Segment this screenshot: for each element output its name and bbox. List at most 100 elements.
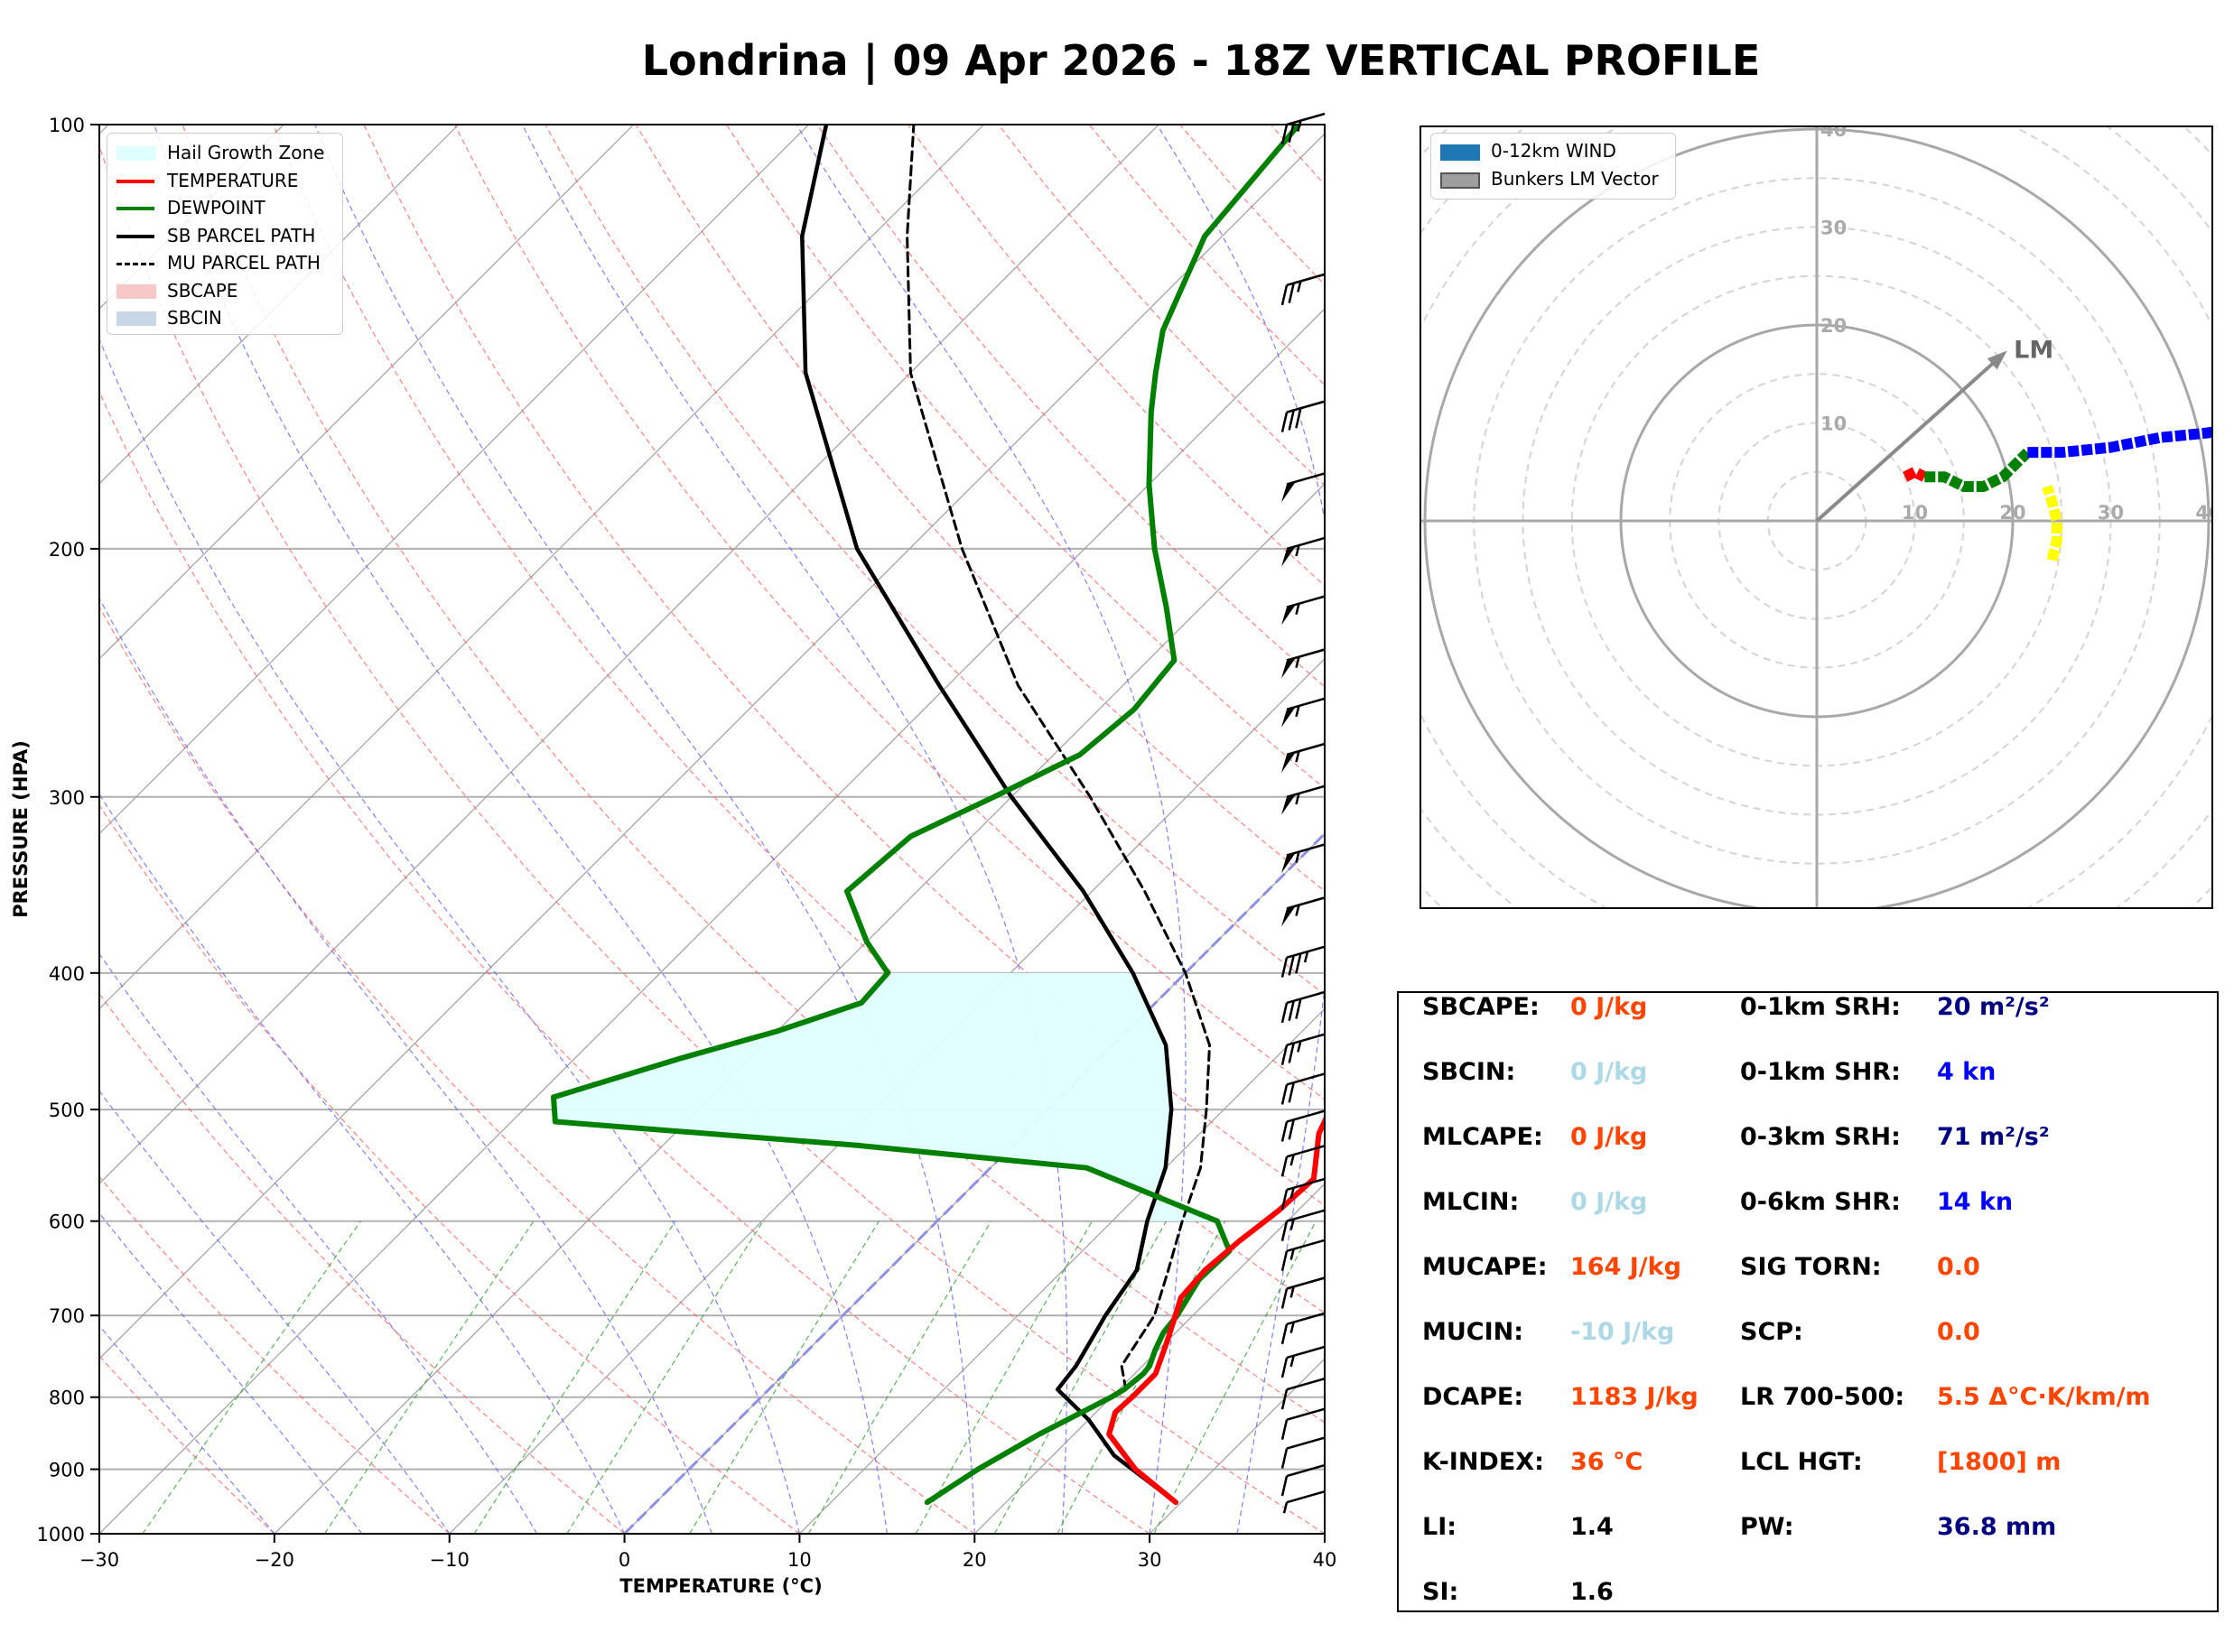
mu-parcel-path-line (906, 125, 1211, 1391)
y-tick-label: 700 (49, 1305, 85, 1327)
x-tick-label: 0 (619, 1549, 630, 1571)
moist-adiabat (99, 597, 713, 1534)
param-value: 1183 J/kg (1570, 1383, 1699, 1411)
legend-label: DEWPOINT (167, 197, 265, 218)
isotherm-line (99, 133, 1325, 1360)
legend-entry: SBCAPE (107, 277, 342, 304)
mixing-ratio-line (566, 1220, 764, 1534)
param-label: 0-1km SHR: (1740, 1058, 1901, 1086)
x-tick-label: −20 (255, 1549, 294, 1571)
legend-swatch (116, 234, 154, 238)
wind-barb (1280, 400, 1326, 432)
param-label: 0-6km SHR: (1740, 1188, 1901, 1216)
y-tick-label: 400 (49, 963, 85, 985)
dry-adiabat (99, 606, 975, 1534)
param-label: 0-1km SRH: (1740, 993, 1901, 1021)
x-tick-label: −30 (79, 1549, 119, 1571)
ring-label-y: 50 (1820, 22, 1847, 43)
legend-entry: TEMPERATURE (107, 167, 342, 194)
moist-adiabat (99, 952, 538, 1534)
legend-swatch (116, 179, 154, 183)
parameters-panel: SBCAPE: 0 J/kg SBCIN: 0 J/kg MLCAPE: 0 J/kg ML… (1397, 991, 2219, 1612)
param-label: 0-3km SRH: (1740, 1123, 1901, 1151)
wind-barb (1281, 784, 1326, 815)
wind-barb (1281, 896, 1326, 927)
param-value: 71 m²/s² (1937, 1123, 2050, 1151)
legend-entry: DEWPOINT (107, 194, 342, 221)
skewt-plot-area (99, 125, 1325, 1534)
param-value: 1.4 (1570, 1513, 1614, 1541)
lm-vector (1815, 353, 2005, 523)
ring-label-x: 20 (1999, 502, 2025, 524)
ring-label-y: 30 (1820, 218, 1847, 239)
param-label: LI: (1422, 1513, 1457, 1541)
moist-adiabat (521, 125, 1068, 1534)
hodograph-segment (2042, 485, 2062, 561)
y-axis-label: PRESSURE (HPA) (10, 740, 32, 918)
ring-label-x: 10 (1902, 502, 1928, 524)
wind-barb (1281, 843, 1326, 874)
legend-swatch (1440, 144, 1480, 161)
param-label: LCL HGT: (1740, 1448, 1863, 1476)
param-label: SBCIN: (1422, 1058, 1516, 1086)
dry-adiabat (99, 144, 1325, 1534)
wind-barb (1280, 990, 1326, 1024)
hodograph-frame (1420, 125, 2213, 909)
wind-barb (1280, 1033, 1326, 1065)
isotherm-line (274, 483, 1325, 1534)
mixing-ratio-line (915, 1220, 1093, 1534)
wind-barb (1280, 273, 1326, 306)
x-tick-label: 20 (963, 1549, 987, 1571)
wind-barb (1281, 595, 1326, 626)
param-value: 0 J/kg (1570, 1123, 1648, 1151)
isotherm-line (799, 1007, 1325, 1534)
wind-barb (1280, 1345, 1326, 1378)
isotherm-line (449, 657, 1325, 1534)
isotherm-line (99, 308, 1325, 1534)
moist-adiabat (154, 125, 888, 1534)
mixing-ratio-line (323, 1220, 535, 1534)
y-tick-label: 900 (49, 1460, 85, 1481)
y-tick-label: 600 (49, 1211, 85, 1233)
wind-barb (1280, 1072, 1326, 1105)
ring-label-x: 30 (2098, 502, 2124, 524)
moist-adiabat (99, 338, 800, 1534)
mixing-ratio-line (1153, 1220, 1317, 1534)
legend-swatch (116, 311, 156, 326)
param-value: [1800] m (1937, 1448, 2062, 1476)
hodograph-ring (1229, 0, 2234, 1109)
wind-barb (1280, 1436, 1326, 1469)
dry-adiabat (635, 125, 1325, 892)
legend-label: SBCIN (167, 307, 222, 329)
wind-barb (1280, 112, 1326, 145)
param-value: 4 kn (1937, 1058, 1997, 1086)
param-label: MLCAPE: (1422, 1123, 1543, 1151)
legend-entry: SBCIN (107, 304, 342, 331)
wind-barb (1280, 1276, 1326, 1309)
isotherm-line (973, 1183, 1325, 1534)
param-value: 0 J/kg (1570, 993, 1648, 1021)
legend-label: SBCAPE (167, 279, 238, 302)
isotherm-line (99, 125, 460, 485)
param-value: 0.0 (1937, 1253, 1980, 1281)
mixing-ratio-line (993, 1220, 1168, 1534)
y-tick-label: 300 (49, 787, 85, 809)
wind-barb (1280, 1177, 1326, 1211)
param-label: SI: (1422, 1578, 1459, 1606)
legend-label: MU PARCEL PATH (167, 252, 321, 274)
mixing-ratio-line (689, 1220, 880, 1534)
wind-barb (1281, 472, 1326, 503)
x-tick-label: 40 (1313, 1549, 1337, 1571)
legend-entry: SB PARCEL PATH (107, 222, 342, 249)
wind-barb (1281, 742, 1326, 774)
y-tick-label: 500 (49, 1100, 85, 1121)
isotherm-line (99, 125, 984, 1010)
hodograph-legend: 0-12km WIND Bunkers LM Vector (1430, 133, 1676, 200)
wind-barb (1282, 1490, 1326, 1514)
moist-adiabat (314, 125, 975, 1534)
legend-entry: 0-12km WIND (1431, 137, 1675, 164)
param-label: PW: (1740, 1513, 1794, 1541)
legend-label: Bunkers LM Vector (1491, 168, 1659, 190)
moist-adiabat (796, 125, 1187, 1534)
